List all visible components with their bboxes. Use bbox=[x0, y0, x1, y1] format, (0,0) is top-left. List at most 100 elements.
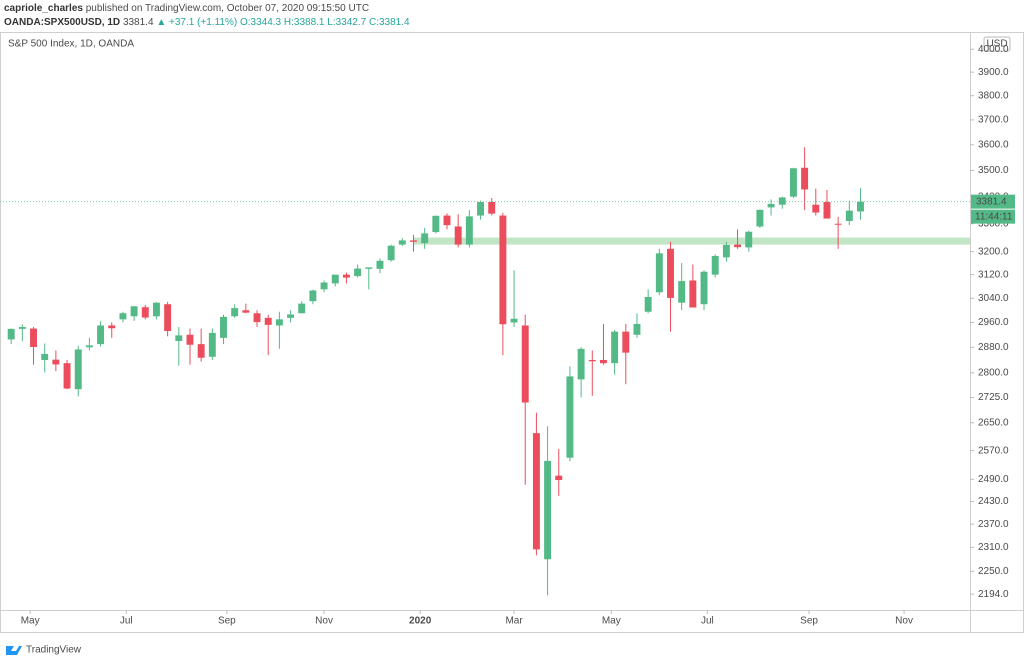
x-tick-label: Sep bbox=[218, 616, 236, 627]
candle-body bbox=[197, 344, 205, 358]
candle-body bbox=[287, 314, 295, 318]
candle-body bbox=[119, 313, 127, 320]
candle-body bbox=[734, 244, 742, 248]
candle-body bbox=[331, 274, 339, 284]
y-tick-label: 3900.0 bbox=[978, 67, 1009, 78]
candle-body bbox=[667, 248, 674, 298]
x-tick-label: Nov bbox=[895, 616, 913, 627]
candle-body bbox=[443, 215, 451, 226]
candle-body bbox=[577, 348, 585, 380]
header-high: H:3388.1 bbox=[284, 17, 325, 28]
candle-body bbox=[611, 331, 619, 364]
last-price-label: 3381.4 bbox=[976, 196, 1007, 207]
candle-body bbox=[186, 334, 194, 345]
x-tick-label: 2020 bbox=[409, 616, 432, 627]
candle-body bbox=[789, 168, 797, 197]
x-tick-label: Mar bbox=[505, 616, 523, 627]
y-tick-label: 2725.0 bbox=[978, 392, 1009, 403]
candle-body bbox=[298, 303, 306, 314]
candle-body bbox=[432, 215, 440, 233]
y-tick-label: 3040.0 bbox=[978, 293, 1009, 304]
chart-frame bbox=[0, 32, 1024, 633]
x-tick-label: May bbox=[21, 616, 40, 627]
y-tick-label: 2880.0 bbox=[978, 342, 1009, 353]
candle-body bbox=[97, 325, 105, 345]
candle-body bbox=[7, 328, 15, 340]
logo-icon bbox=[6, 646, 22, 655]
candle-body bbox=[488, 202, 496, 214]
support-zone bbox=[413, 237, 970, 245]
currency: USD bbox=[986, 39, 1007, 50]
y-tick-label: 2650.0 bbox=[978, 417, 1009, 428]
candle-body bbox=[342, 274, 350, 278]
candle-body bbox=[141, 307, 149, 318]
candle-body bbox=[644, 297, 652, 312]
candle-body bbox=[655, 253, 663, 293]
candle-body bbox=[823, 202, 831, 219]
y-tick-label: 2310.0 bbox=[978, 542, 1009, 553]
candle-body bbox=[700, 271, 708, 305]
candle-body bbox=[108, 325, 116, 329]
candle-body bbox=[633, 323, 641, 335]
candle-body bbox=[74, 349, 82, 390]
header-close: C:3381.4 bbox=[369, 17, 410, 28]
candle-body bbox=[63, 363, 71, 389]
y-tick-label: 2490.0 bbox=[978, 474, 1009, 485]
y-tick-label: 3700.0 bbox=[978, 115, 1009, 126]
y-tick-label: 2370.0 bbox=[978, 519, 1009, 530]
candle-body bbox=[845, 210, 853, 222]
countdown-label: 11:44:11 bbox=[975, 211, 1013, 222]
candle-body bbox=[41, 353, 49, 360]
candle-body bbox=[175, 335, 183, 341]
y-tick-label: 2194.0 bbox=[978, 589, 1009, 600]
candle-body bbox=[521, 325, 529, 403]
header-low: L:3342.7 bbox=[327, 17, 366, 28]
countdown-box bbox=[971, 209, 1015, 224]
candle-body bbox=[18, 327, 26, 329]
y-tick-label: 2960.0 bbox=[978, 317, 1009, 328]
candle-body bbox=[164, 304, 172, 332]
y-tick-label: 3120.0 bbox=[978, 269, 1009, 280]
y-tick-label: 3300.0 bbox=[978, 218, 1009, 229]
symbol: OANDA:SPX500USD, 1D bbox=[4, 17, 120, 28]
candle-body bbox=[320, 282, 328, 290]
candle-body bbox=[566, 376, 574, 458]
candle-body bbox=[678, 281, 686, 303]
plot bbox=[0, 147, 970, 596]
x-tick-label: May bbox=[602, 616, 621, 627]
y-tick-label: 3500.0 bbox=[978, 165, 1009, 176]
footer-logo bbox=[6, 646, 22, 655]
candle-body bbox=[801, 167, 809, 190]
x-tick-label: Nov bbox=[315, 616, 333, 627]
candle-body bbox=[208, 332, 216, 357]
candle-body bbox=[421, 233, 429, 244]
header-open: O:3344.3 bbox=[240, 17, 282, 28]
candle-body bbox=[354, 268, 362, 277]
currency-box[interactable] bbox=[983, 36, 1011, 52]
x-tick-label: Sep bbox=[800, 616, 818, 627]
candle-body bbox=[398, 240, 406, 245]
candle-body bbox=[52, 359, 60, 365]
y-tick-label: 2570.0 bbox=[978, 445, 1009, 456]
candle-body bbox=[376, 260, 384, 269]
candle-body bbox=[599, 359, 607, 364]
candle-body bbox=[722, 244, 730, 258]
candle-body bbox=[387, 245, 395, 261]
candle-body bbox=[454, 226, 462, 245]
last-price-box bbox=[971, 194, 1015, 209]
candle-body bbox=[532, 433, 540, 550]
candle-body bbox=[231, 308, 239, 317]
candle-body bbox=[275, 319, 283, 326]
candle-body bbox=[778, 197, 786, 205]
candle-body bbox=[756, 209, 764, 227]
published: published on TradingView.com, October 07… bbox=[86, 3, 369, 14]
footer-brand: TradingView bbox=[26, 645, 82, 656]
y-tick-label: 2250.0 bbox=[978, 566, 1009, 577]
candle-body bbox=[510, 318, 518, 323]
candle-body bbox=[242, 310, 250, 313]
candle-body bbox=[410, 240, 417, 242]
candle-body bbox=[767, 203, 775, 208]
x-tick-label: Jul bbox=[701, 616, 714, 627]
